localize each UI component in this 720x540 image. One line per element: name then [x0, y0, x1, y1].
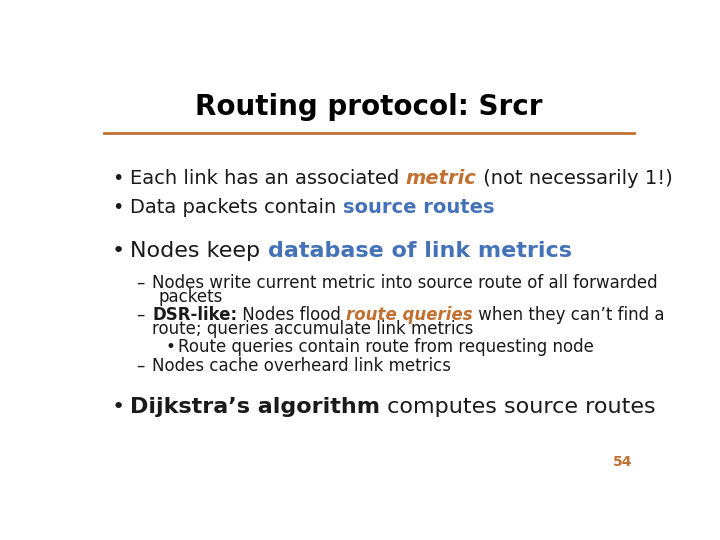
Text: route queries: route queries: [346, 306, 473, 324]
Text: –: –: [137, 306, 145, 324]
Text: –: –: [137, 274, 145, 292]
Text: computes source routes: computes source routes: [380, 397, 656, 417]
Text: •: •: [112, 198, 123, 217]
Text: Dijkstra’s algorithm: Dijkstra’s algorithm: [130, 397, 380, 417]
Text: Nodes write current metric into source route of all forwarded: Nodes write current metric into source r…: [152, 274, 657, 292]
Text: packets: packets: [158, 288, 222, 306]
Text: route; queries accumulate link metrics: route; queries accumulate link metrics: [152, 320, 473, 338]
Text: •: •: [112, 241, 125, 261]
Text: Each link has an associated: Each link has an associated: [130, 169, 406, 188]
Text: •: •: [166, 339, 176, 356]
Text: Route queries contain route from requesting node: Route queries contain route from request…: [179, 339, 594, 356]
Text: •: •: [112, 169, 123, 188]
Text: metric: metric: [406, 169, 477, 188]
Text: database of link metrics: database of link metrics: [268, 241, 572, 261]
Text: •: •: [112, 397, 125, 417]
Text: Nodes keep: Nodes keep: [130, 241, 268, 261]
Text: source routes: source routes: [343, 198, 495, 217]
Text: (not necessarily 1!): (not necessarily 1!): [477, 169, 672, 188]
Text: when they can’t find a: when they can’t find a: [473, 306, 665, 324]
Text: Nodes flood: Nodes flood: [237, 306, 346, 324]
Text: Routing protocol: Srcr: Routing protocol: Srcr: [195, 93, 543, 121]
Text: Nodes cache overheard link metrics: Nodes cache overheard link metrics: [152, 357, 451, 375]
Text: DSR-like:: DSR-like:: [152, 306, 237, 324]
Text: –: –: [137, 357, 145, 375]
Text: 54: 54: [613, 455, 632, 469]
Text: Data packets contain: Data packets contain: [130, 198, 343, 217]
